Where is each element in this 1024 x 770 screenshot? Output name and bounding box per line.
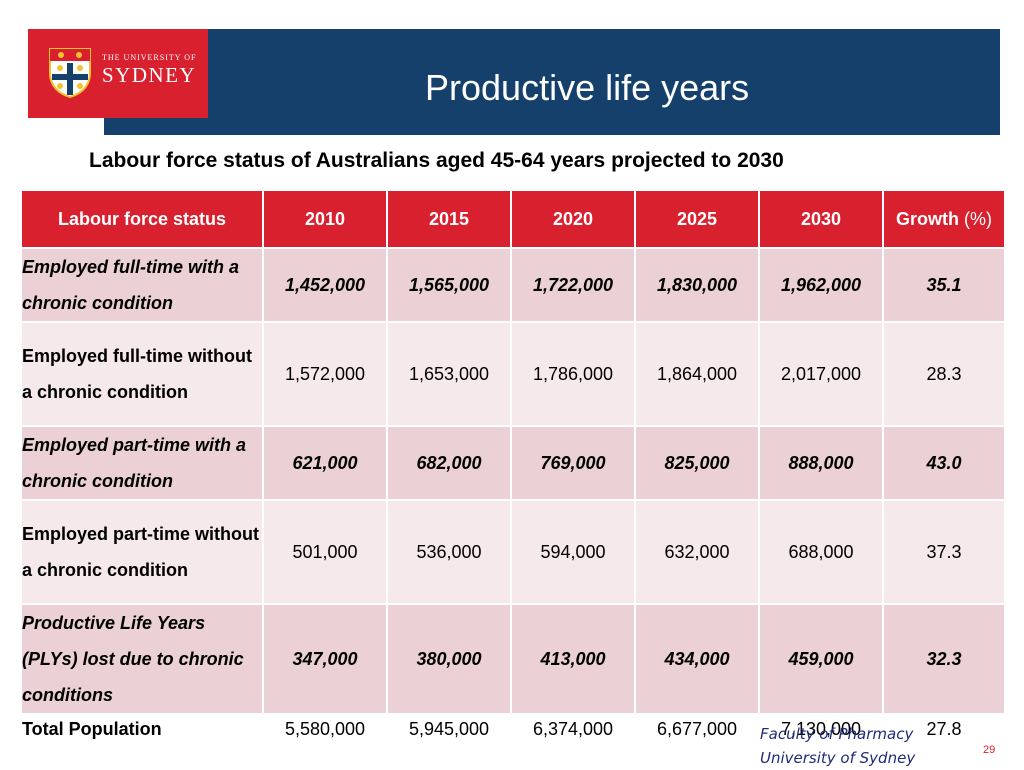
cell-growth: 37.3 (882, 499, 1006, 605)
table-row: Employed full-time with a chronic condit… (20, 247, 1006, 323)
header-status: Labour force status (20, 189, 264, 249)
title-banner (104, 29, 1000, 135)
cell-2015: 5,945,000 (386, 713, 512, 745)
row-label: Employed full-time without a chronic con… (20, 321, 264, 427)
header-2020: 2020 (510, 189, 636, 249)
cell-2030: 888,000 (758, 425, 884, 501)
cell-2025: 6,677,000 (634, 713, 760, 745)
cell-2015: 1,653,000 (386, 321, 512, 427)
logo-line-1: THE UNIVERSITY OF (102, 53, 197, 62)
cell-2010: 621,000 (262, 425, 388, 501)
cell-2015: 380,000 (386, 603, 512, 715)
cell-2030: 7,130,000 (758, 713, 884, 745)
row-label: Employed full-time with a chronic condit… (20, 247, 264, 323)
crest-icon (49, 48, 91, 99)
cell-growth: 43.0 (882, 425, 1006, 501)
cell-growth: 28.3 (882, 321, 1006, 427)
footer-credit: Faculty of Pharmacy University of Sydney (760, 722, 915, 770)
footer-faculty: Faculty of Pharmacy (760, 725, 914, 743)
cell-2020: 594,000 (510, 499, 636, 605)
table-row: Employed part-time without a chronic con… (20, 499, 1006, 605)
header-2010: 2010 (262, 189, 388, 249)
cell-2010: 5,580,000 (262, 713, 388, 745)
table-row: Total Population 5,580,000 5,945,000 6,3… (20, 713, 1006, 745)
cell-2010: 1,452,000 (262, 247, 388, 323)
cell-2030: 1,962,000 (758, 247, 884, 323)
row-label: Total Population (20, 713, 264, 745)
cell-2015: 536,000 (386, 499, 512, 605)
row-label: Productive Life Years (PLYs) lost due to… (20, 603, 264, 715)
table-subtitle: Labour force status of Australians aged … (89, 149, 784, 172)
cell-growth: 32.3 (882, 603, 1006, 715)
table-row: Employed full-time without a chronic con… (20, 321, 1006, 427)
logo-line-2: SYDNEY (102, 63, 197, 87)
cell-growth: 35.1 (882, 247, 1006, 323)
footer-university: University of Sydney (760, 749, 916, 767)
cell-2020: 769,000 (510, 425, 636, 501)
cell-2010: 1,572,000 (262, 321, 388, 427)
cell-2030: 688,000 (758, 499, 884, 605)
cell-growth: 27.8 (882, 713, 1006, 745)
cell-2025: 434,000 (634, 603, 760, 715)
cell-2025: 632,000 (634, 499, 760, 605)
header-2025: 2025 (634, 189, 760, 249)
header-growth: Growth (%) (882, 189, 1006, 249)
cell-2010: 501,000 (262, 499, 388, 605)
cell-2020: 1,786,000 (510, 321, 636, 427)
row-label: Employed part-time without a chronic con… (20, 499, 264, 605)
cell-2020: 1,722,000 (510, 247, 636, 323)
cell-2020: 413,000 (510, 603, 636, 715)
header-growth-label: Growth (895, 208, 959, 229)
cell-2025: 1,830,000 (634, 247, 760, 323)
header-2015: 2015 (386, 189, 512, 249)
cell-2020: 6,374,000 (510, 713, 636, 745)
page-title: Productive life years (425, 67, 750, 108)
table-row: Employed part-time with a chronic condit… (20, 425, 1006, 501)
cell-2025: 825,000 (634, 425, 760, 501)
table-row: Productive Life Years (PLYs) lost due to… (20, 603, 1006, 715)
university-logo: THE UNIVERSITY OF SYDNEY (28, 29, 208, 118)
cell-2015: 682,000 (386, 425, 512, 501)
page-number: 29 (983, 744, 996, 756)
header-2030: 2030 (758, 189, 884, 249)
header-growth-unit: (%) (964, 208, 992, 229)
cell-2025: 1,864,000 (634, 321, 760, 427)
row-label: Employed part-time with a chronic condit… (20, 425, 264, 501)
cell-2030: 2,017,000 (758, 321, 884, 427)
cell-2010: 347,000 (262, 603, 388, 715)
labour-force-table: Labour force status 2010 2015 2020 2025 … (20, 189, 1006, 745)
cell-2015: 1,565,000 (386, 247, 512, 323)
cell-2030: 459,000 (758, 603, 884, 715)
